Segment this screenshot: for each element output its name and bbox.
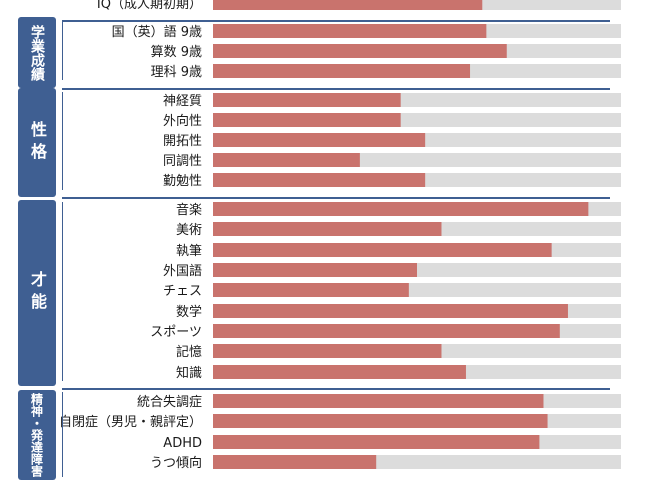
bar: [213, 44, 507, 58]
bar: [213, 93, 401, 107]
group-box: [18, 200, 56, 386]
bar-label: 音楽: [176, 202, 202, 218]
bar-label: 理科 9歳: [151, 65, 202, 80]
bar-label: 記憶: [176, 344, 202, 360]
bar: [213, 222, 442, 236]
bar-label: 勤勉性: [163, 174, 202, 189]
bar: [213, 133, 426, 147]
bar-label: チェス: [163, 284, 202, 299]
bar-label: IQ（成人期初期）: [97, 0, 202, 12]
bar: [213, 243, 552, 257]
bar-label: 算数 9歳: [151, 45, 202, 60]
bar-label: 同調性: [163, 154, 202, 169]
bar: [213, 64, 471, 78]
group-bracket: [62, 202, 63, 381]
bar: [213, 435, 540, 449]
bar-label: 数学: [176, 304, 202, 320]
bar-label: 外向性: [163, 113, 202, 129]
group-bracket: [62, 20, 63, 80]
bar-label: スポーツ: [150, 325, 202, 340]
group-box: [18, 88, 56, 197]
group-bracket: [62, 392, 63, 477]
group-separator: [62, 88, 610, 90]
group-bracket: [62, 92, 63, 190]
bar-label: 自閉症（男児・親評定）: [59, 415, 202, 430]
bar: [213, 113, 401, 127]
group-label: 性格: [28, 120, 47, 165]
group-separator: [62, 197, 610, 199]
bar-label: 開拓性: [163, 134, 202, 149]
bar-label: 国（英）語 9歳: [112, 24, 202, 40]
bar-label: 統合失調症: [137, 395, 202, 410]
bar: [213, 414, 548, 428]
bar: [213, 344, 442, 358]
bar: [213, 202, 589, 216]
bar: [213, 394, 544, 408]
group-label: 精神・発達障害: [29, 393, 44, 477]
bar: [213, 24, 487, 38]
bar-label: 外国語: [163, 263, 202, 279]
group-box: [18, 390, 56, 480]
group-separator: [62, 388, 610, 390]
bar-label: ADHD: [163, 436, 202, 451]
bar-label: 神経質: [163, 94, 202, 109]
bar: [213, 153, 360, 167]
bar: [213, 365, 466, 379]
bar: [213, 0, 483, 10]
bar: [213, 455, 377, 469]
bar: [213, 173, 426, 187]
bar-label: うつ傾向: [150, 455, 202, 471]
bar: [213, 304, 568, 318]
group-label: 才能: [28, 271, 47, 315]
bar-label: 美術: [176, 223, 202, 238]
group-separator: [62, 20, 610, 22]
bar: [213, 283, 409, 297]
bar-label: 知識: [176, 365, 202, 381]
bar: [213, 263, 417, 277]
group-label: 学業成績: [29, 24, 45, 81]
bar: [213, 324, 560, 338]
bar-label: 執筆: [176, 243, 202, 259]
group-box: [18, 17, 56, 88]
